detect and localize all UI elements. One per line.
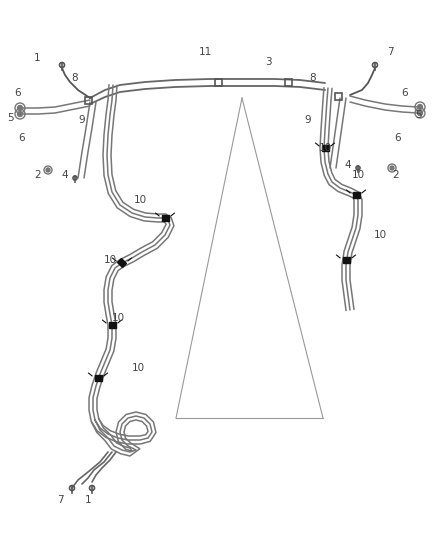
Circle shape	[417, 110, 423, 116]
Text: 8: 8	[310, 73, 316, 83]
Text: 9: 9	[305, 115, 311, 125]
Bar	[343, 257, 350, 263]
Text: 3: 3	[265, 57, 271, 67]
Text: 6: 6	[402, 88, 408, 98]
Bar	[95, 375, 102, 381]
Text: 1: 1	[85, 495, 91, 505]
Text: 1: 1	[34, 53, 40, 63]
Text: 4: 4	[62, 170, 68, 180]
Text: 9: 9	[79, 115, 85, 125]
Circle shape	[390, 166, 394, 170]
Bar	[85, 96, 92, 103]
Text: 11: 11	[198, 47, 212, 57]
Bar	[215, 78, 222, 85]
Text: 5: 5	[415, 110, 421, 120]
Text: 4: 4	[345, 160, 351, 170]
Bar	[335, 93, 342, 100]
Text: 5: 5	[7, 113, 13, 123]
Text: 7: 7	[57, 495, 64, 505]
Text: 10: 10	[103, 255, 117, 265]
Bar	[353, 192, 360, 198]
Text: 6: 6	[19, 133, 25, 143]
Bar	[321, 145, 328, 151]
Text: 10: 10	[111, 313, 124, 323]
Text: 6: 6	[15, 88, 21, 98]
Text: 6: 6	[395, 133, 401, 143]
Circle shape	[18, 106, 22, 110]
Circle shape	[18, 111, 22, 117]
Bar	[162, 215, 169, 221]
Text: 7: 7	[387, 47, 393, 57]
Bar	[285, 78, 292, 85]
Text: 10: 10	[131, 363, 145, 373]
Text: 2: 2	[393, 170, 399, 180]
Bar	[117, 259, 127, 268]
Circle shape	[417, 104, 423, 109]
Text: 10: 10	[318, 143, 332, 153]
Text: 10: 10	[351, 170, 364, 180]
Text: 10: 10	[134, 195, 147, 205]
Bar	[109, 322, 116, 328]
Text: 2: 2	[35, 170, 41, 180]
Text: 8: 8	[72, 73, 78, 83]
Text: 10: 10	[374, 230, 387, 240]
Circle shape	[46, 168, 50, 172]
